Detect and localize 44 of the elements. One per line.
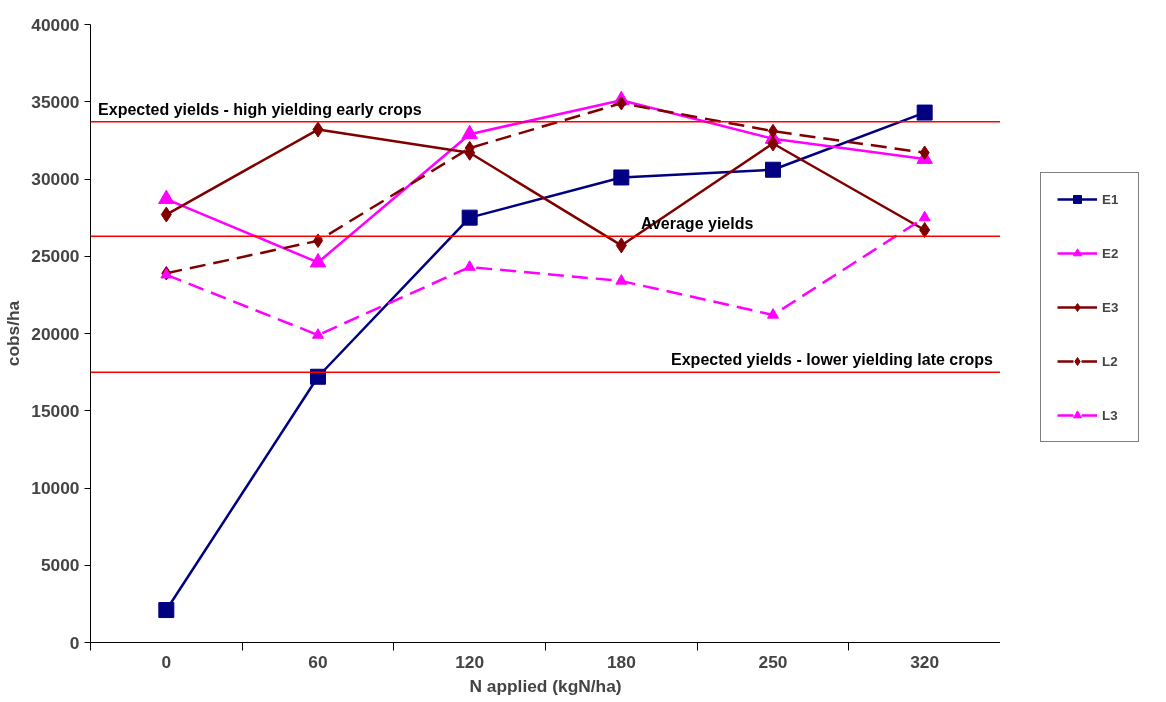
point xyxy=(767,308,779,319)
point xyxy=(765,161,781,178)
legend-label: E2 xyxy=(1102,245,1120,261)
legend-label: E3 xyxy=(1102,299,1120,315)
y-tick-label: 35000 xyxy=(31,91,80,112)
point xyxy=(919,221,931,238)
point xyxy=(615,274,628,285)
x-tick-label: 320 xyxy=(910,651,940,672)
point xyxy=(312,328,324,339)
y-tick-label: 10000 xyxy=(31,478,80,498)
legend-label: E1 xyxy=(1102,191,1120,207)
legend-label: L3 xyxy=(1102,407,1119,423)
point xyxy=(918,210,931,222)
y-tick-label: 40000 xyxy=(31,14,80,35)
y-tick-label: 15000 xyxy=(31,400,80,421)
legend-label: L2 xyxy=(1102,353,1119,369)
y-tick-label: 30000 xyxy=(31,169,80,189)
point xyxy=(767,135,779,152)
point xyxy=(615,237,627,254)
point xyxy=(461,209,478,226)
point xyxy=(461,124,478,140)
y-axis-title: cobs/ha xyxy=(3,300,24,367)
x-tick-label: 180 xyxy=(606,651,636,672)
x-tick-label: 60 xyxy=(308,651,328,672)
x-axis-title: N applied (kgN/ha) xyxy=(469,675,622,696)
x-tick-label: 0 xyxy=(161,651,172,672)
point xyxy=(613,169,630,186)
point xyxy=(463,260,476,271)
point xyxy=(158,602,175,619)
point xyxy=(312,121,324,138)
y-tick-label: 0 xyxy=(69,632,80,653)
point xyxy=(158,189,175,205)
ref-line-label: Expected yields - lower yielding late crops xyxy=(671,351,994,369)
ref-line-label: Expected yields - high yielding early crops xyxy=(98,100,422,118)
point xyxy=(916,104,933,121)
x-tick-label: 120 xyxy=(455,651,485,672)
y-tick-label: 25000 xyxy=(31,246,80,267)
point xyxy=(616,96,627,111)
y-tick-label: 5000 xyxy=(40,555,80,576)
y-tick-label: 20000 xyxy=(31,323,80,344)
point xyxy=(309,252,327,268)
point xyxy=(919,145,930,160)
x-tick-label: 250 xyxy=(758,651,788,672)
point xyxy=(160,206,172,223)
